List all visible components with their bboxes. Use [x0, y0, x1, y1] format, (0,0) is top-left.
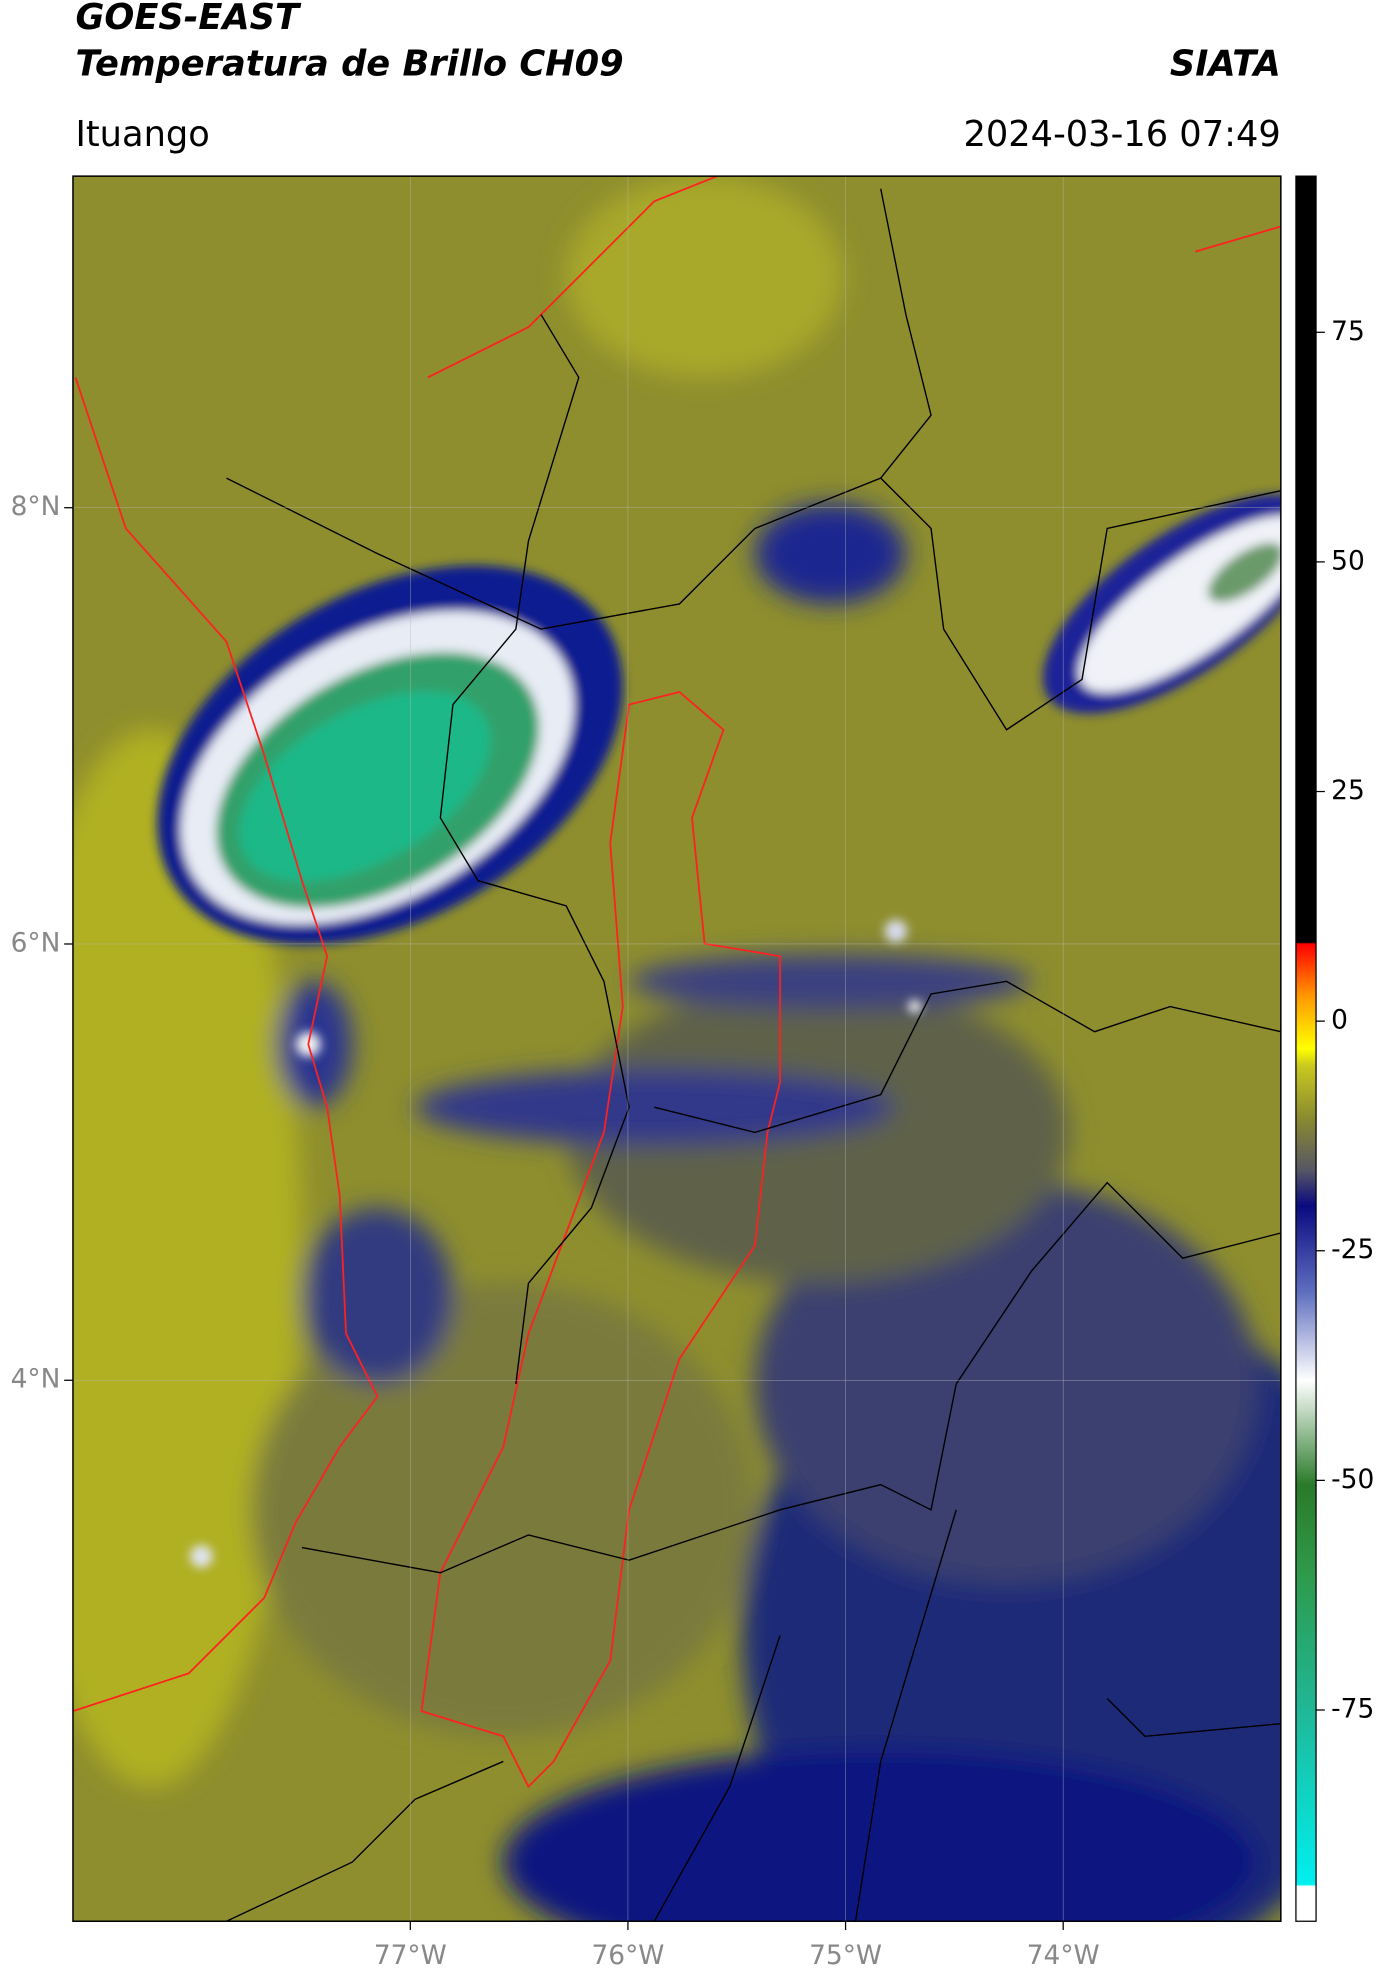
- map-frame: [72, 175, 1282, 1922]
- title: GOES-EAST: [75, 0, 302, 38]
- colorbar: [1295, 175, 1317, 1922]
- colorbar-tick-label: 0: [1331, 1005, 1348, 1036]
- source: SIATA: [1170, 43, 1281, 84]
- y-tick-label: 6°N: [11, 927, 61, 958]
- colorbar-tick-label: 75: [1331, 316, 1365, 347]
- colorbar-tick-label: -25: [1331, 1234, 1374, 1265]
- subtitle: Temperatura de Brillo CH09: [75, 43, 623, 84]
- colorbar-tick-label: 25: [1331, 775, 1365, 806]
- labels: 77°W 76°W 75°W 74°W 8°N 6°N 4°N 75 50 25 0 -25 -50 -7…: [11, 316, 1375, 1971]
- colorbar-tick-label: 50: [1331, 545, 1365, 576]
- x-tick-label: 74°W: [1027, 1940, 1100, 1971]
- location: Ituango: [75, 114, 209, 155]
- colorbar-tick-label: -75: [1331, 1693, 1374, 1724]
- y-tick-label: 8°N: [11, 491, 61, 522]
- satellite-image: [72, 176, 1281, 1922]
- y-tick-label: 4°N: [11, 1364, 61, 1395]
- colorbar-tick-label: -50: [1331, 1464, 1374, 1495]
- graticule: [72, 176, 1281, 1922]
- x-tick-label: 75°W: [809, 1940, 882, 1971]
- datetime: 2024-03-16 07:49: [963, 114, 1280, 155]
- x-tick-label: 76°W: [591, 1940, 664, 1971]
- x-tick-label: 77°W: [374, 1940, 447, 1971]
